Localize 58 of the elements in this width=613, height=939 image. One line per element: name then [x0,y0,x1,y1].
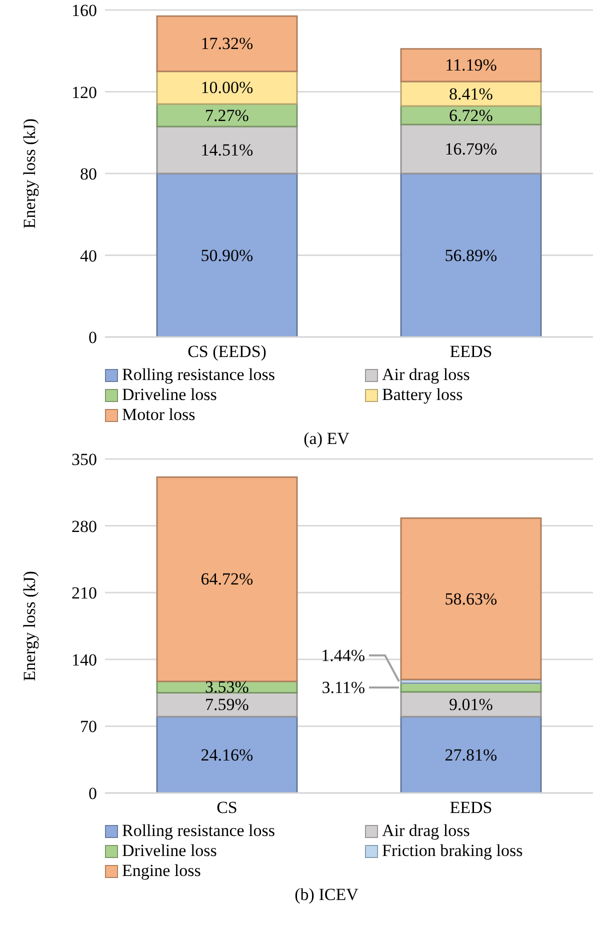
bar [400,517,542,680]
annotation: 1.44% [321,646,365,665]
annotation: 9.01% [449,694,493,714]
bar [400,48,542,82]
annotation: 3.11% [322,678,365,698]
y-tick-label: 280 [72,516,97,536]
legend-label: Rolling resistance loss [122,365,275,385]
x-tick-label: EEDS [450,342,492,362]
annotation: 27.81% [444,745,498,764]
annotation: 64.72% [200,570,254,589]
annotation: 14.51% [200,140,254,160]
y-tick-label: 350 [72,450,97,470]
annotation: 11.19% [445,56,497,75]
annotation: 56.89% [444,246,498,265]
annotation: 50.90% [200,246,254,265]
annotation: 17.32% [200,34,254,54]
y-tick-label: 0 [88,328,97,348]
y-tick-label: 0 [88,784,97,804]
annotation: 3.53% [205,678,249,697]
annotation: 8.41% [449,84,493,104]
y-tick-label: 140 [72,650,97,670]
bar [400,172,542,337]
bar [156,716,298,793]
text: (b) ICEV [294,885,360,905]
y-tick-label: 120 [72,82,97,102]
legend-label: Rolling resistance loss [122,821,275,841]
y-tick-label: 210 [72,584,97,603]
legend-label: Battery loss [382,385,463,405]
annotation: 58.63% [444,589,498,608]
legend-label: Driveline loss [122,841,217,861]
legend-label: Air drag loss [382,821,470,841]
x-tick-label: CS [216,798,238,818]
bar [156,172,298,337]
bar [400,716,542,793]
annotation: 7.59% [205,695,249,714]
legend-label: Motor loss [122,405,196,425]
annotation: 7.27% [205,106,249,125]
bar [156,15,298,72]
y-tick-label: 80 [80,164,97,184]
legend-label: Driveline loss [122,385,217,405]
annotation: 10.00% [200,78,254,98]
annotation: 16.79% [444,139,498,158]
x-tick-label: EEDS [450,798,492,818]
y-axis-title: Energy loss (kJ) [20,118,40,229]
bar [156,476,298,682]
annotation: 24.16% [200,745,254,764]
legend-label: Engine loss [122,861,201,881]
x-tick-label: CS (EEDS) [188,342,266,362]
legend-label: Friction braking loss [382,841,523,861]
y-tick-label: 70 [80,717,97,736]
bar [400,691,542,718]
y-tick-label: 160 [72,1,97,20]
y-tick-label: 40 [80,246,97,266]
bar [156,70,298,105]
legend-label: Air drag loss [382,365,470,385]
annotation: 6.72% [449,106,493,125]
text: (a) EV [302,429,350,449]
y-axis-title: Energy loss (kJ) [20,570,40,682]
